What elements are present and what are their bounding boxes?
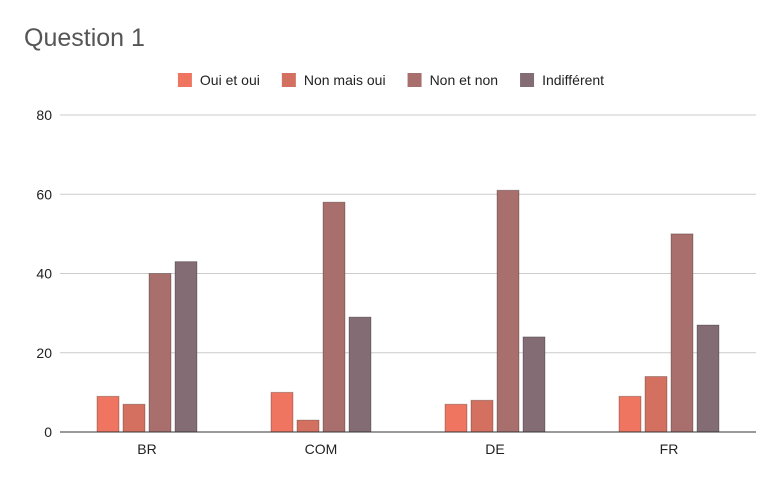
x-tick-label: DE xyxy=(485,441,504,457)
bar-fr-series-3[interactable] xyxy=(670,233,694,433)
x-axis: BR COM DE FR xyxy=(60,431,756,457)
bar-de-series-4[interactable] xyxy=(522,336,546,433)
legend-swatch xyxy=(520,73,535,87)
y-tick-label: 40 xyxy=(36,266,52,282)
y-tick-label: 80 xyxy=(36,107,52,123)
bar-de-series-3[interactable] xyxy=(496,189,520,433)
legend: Oui et oui Non mais oui Non et non Indiffér… xyxy=(177,72,604,88)
bar-br-series-2[interactable] xyxy=(122,403,146,433)
bar-fr-series-1[interactable] xyxy=(618,395,642,433)
x-tick-label: COM xyxy=(305,441,338,457)
bar-fr-series-4[interactable] xyxy=(696,324,720,433)
bar-br-series-3[interactable] xyxy=(148,273,172,433)
bar-com-series-3[interactable] xyxy=(322,201,346,433)
bar-br-series-4[interactable] xyxy=(174,261,198,433)
legend-label: Non et non xyxy=(430,72,499,88)
legend-label: Non mais oui xyxy=(304,72,386,88)
bar-de-series-1[interactable] xyxy=(444,403,468,433)
legend-label: Indifférent xyxy=(542,72,604,88)
bar-de-series-2[interactable] xyxy=(470,399,494,433)
chart-title: Question 1 xyxy=(24,24,145,52)
bar-br-series-1[interactable] xyxy=(96,395,120,433)
legend-swatch xyxy=(281,73,296,87)
y-tick-label: 0 xyxy=(44,424,52,440)
bars xyxy=(96,189,720,433)
legend-swatch xyxy=(407,73,422,87)
bar-com-series-4[interactable] xyxy=(348,316,372,433)
bar-fr-series-2[interactable] xyxy=(644,376,668,433)
bar-com-series-1[interactable] xyxy=(270,391,294,433)
x-tick-label: FR xyxy=(660,441,679,457)
x-tick-label: BR xyxy=(137,441,156,457)
y-tick-label: 20 xyxy=(36,345,52,361)
legend-label: Oui et oui xyxy=(200,72,260,88)
y-tick-label: 60 xyxy=(36,186,52,202)
legend-swatch xyxy=(177,73,192,87)
bar-com-series-2[interactable] xyxy=(296,419,320,433)
y-axis: 0 20 40 60 80 xyxy=(36,107,52,440)
